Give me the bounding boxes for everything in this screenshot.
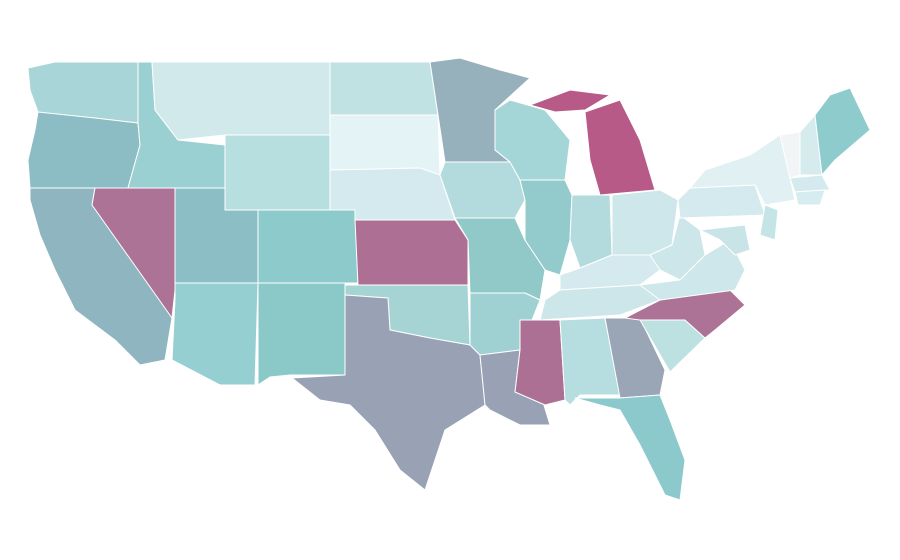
region [171,282,259,386]
region [814,87,871,176]
region [794,189,826,206]
region [439,161,526,219]
region [291,294,486,491]
region [699,224,751,256]
region [354,219,469,286]
region [257,209,359,284]
region [789,174,831,193]
region [27,111,141,189]
region [759,204,779,241]
region [649,214,706,281]
region [329,114,441,176]
region [224,134,331,211]
region [529,89,611,113]
region [584,99,656,196]
region [514,319,566,406]
region [677,184,766,219]
region [257,282,346,386]
region [574,394,686,501]
region [611,189,679,256]
region [151,61,331,141]
region [329,61,439,116]
